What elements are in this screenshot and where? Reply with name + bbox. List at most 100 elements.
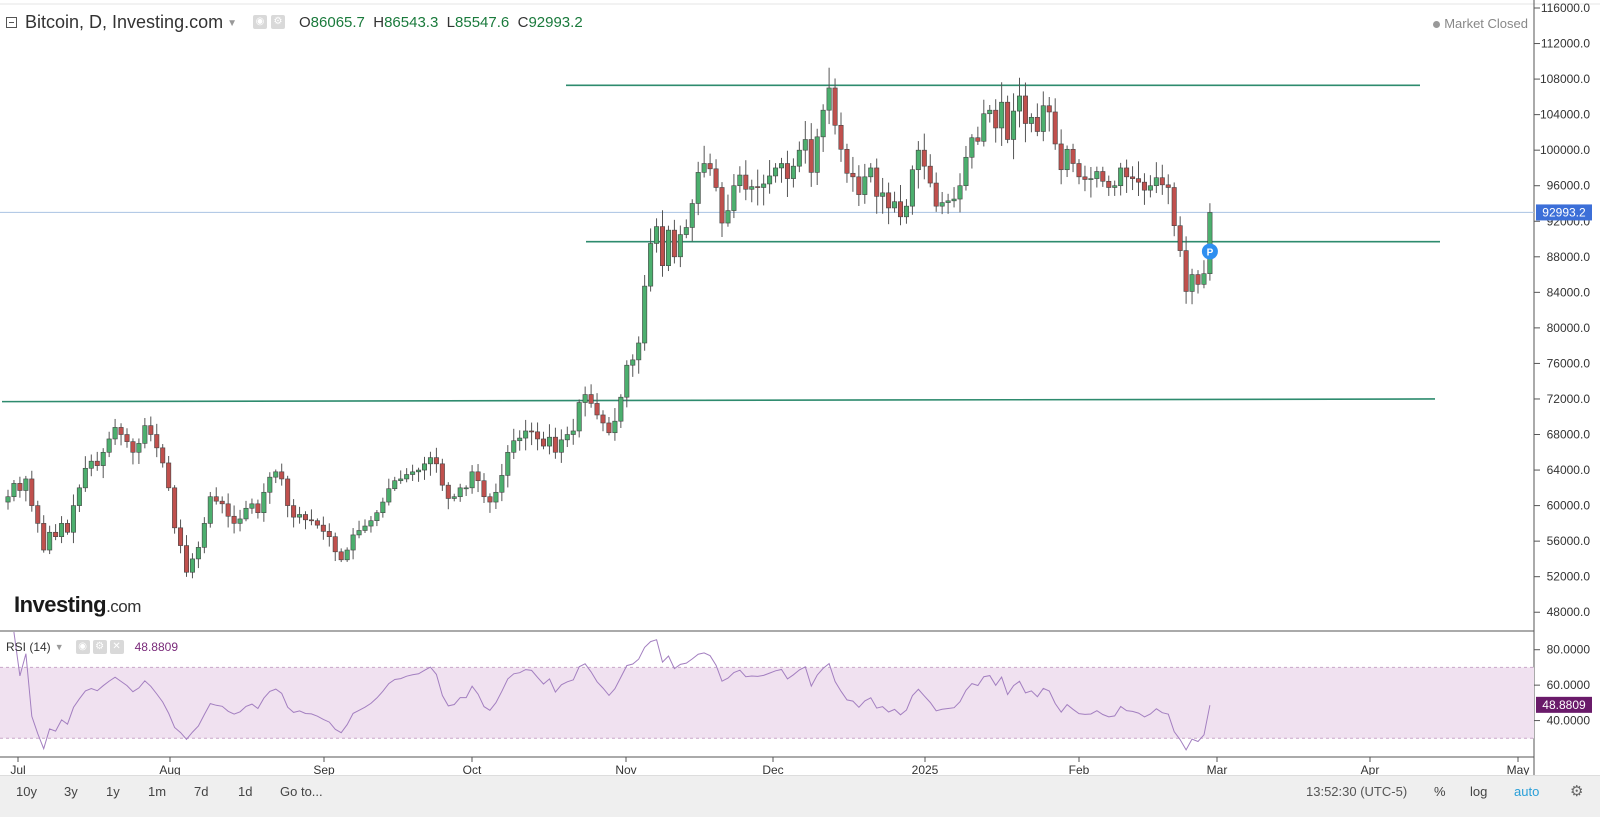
down-candle [808,139,814,173]
price-tick-label: 52000.0 [1547,570,1591,584]
up-candle [427,457,433,465]
down-candle [921,149,927,167]
up-candle [630,359,636,366]
up-candle [1064,148,1070,171]
rsi-panel: 80.0000 60.0000 40.0000 [0,631,1591,751]
price-tick-label: 68000.0 [1547,428,1591,442]
up-candle [546,436,552,447]
eye-icon[interactable]: ◉ [253,15,267,29]
down-candle [35,505,41,524]
up-candle [523,430,529,439]
percent-toggle[interactable]: % [1434,784,1446,799]
up-candle [189,558,195,573]
up-candle [59,523,65,537]
range-3y-button[interactable]: 3y [64,784,78,799]
down-candle [326,531,332,538]
log-toggle[interactable]: log [1470,784,1488,799]
close-icon[interactable]: ✕ [109,640,124,654]
time-readout: 13:52:30 (UTC-5) [1306,784,1408,799]
up-candle [749,186,755,190]
eye-icon[interactable]: ◉ [75,640,90,654]
up-candle [1028,116,1034,124]
range-7d-button[interactable]: 7d [194,784,209,799]
price-tick-label: 88000.0 [1547,250,1591,264]
down-candle [719,187,725,224]
go-to-button[interactable]: Go to... [280,784,323,799]
rsi-label[interactable]: RSI (14) [6,640,51,654]
status-dot-icon [1433,21,1441,29]
up-candle [665,229,671,266]
price-tick-label: 80000.0 [1547,321,1591,335]
trend-line-3 [1,398,1436,403]
up-candle [344,549,350,561]
range-1y-button[interactable]: 1y [106,784,120,799]
price-tick-label: 48000.0 [1547,605,1591,619]
up-candle [909,169,915,207]
down-candle [1100,171,1106,182]
time-tick-label: Oct [463,763,482,775]
up-candle [70,505,76,533]
up-candle [469,471,475,489]
up-candle [380,501,386,514]
auto-toggle[interactable]: auto [1514,784,1540,799]
down-candle [481,480,487,498]
down-candle [291,505,297,518]
down-candle [94,460,100,466]
up-candle [945,200,951,203]
rsi-value: 48.8809 [134,640,178,654]
up-candle [410,471,416,475]
last-price-tag [1536,204,1592,221]
symbol-title[interactable]: Bitcoin, D, Investing.com [25,11,224,32]
time-tick-label: Nov [615,763,636,775]
investing-logo: Investing.com [14,592,141,618]
up-candle [880,192,886,197]
up-candle [654,226,660,244]
up-candle [790,165,796,179]
price-tick-label: 100000.0 [1540,143,1590,157]
down-candle [255,503,261,514]
gear-icon[interactable]: ⚙ [92,640,107,654]
down-candle [154,434,160,449]
up-candle [773,167,779,177]
up-candle [1201,273,1207,285]
up-candle [201,523,207,548]
down-candle [1022,95,1028,124]
down-candle [225,503,231,517]
range-10y-button[interactable]: 10y [16,784,37,799]
down-candle [1124,167,1130,178]
range-1d-button[interactable]: 1d [238,784,253,799]
up-candle [1189,274,1195,292]
time-tick-label: 2025 [912,763,939,775]
price-tick-label: 64000.0 [1547,463,1591,477]
chevron-down-icon[interactable]: ▼ [54,642,64,652]
chart-frame [0,0,1600,775]
range-1m-button[interactable]: 1m [148,784,167,799]
down-candle [17,483,23,491]
up-candle [421,463,427,471]
up-candle [499,475,505,493]
price-chart[interactable]: P 80.0000 60.0000 40.0000 48000.0 52000.0 56… [0,0,1600,775]
down-candle [433,457,439,465]
down-candle [65,523,71,533]
rsi-tick-label: 40.0000 [1547,714,1591,728]
collapse-icon[interactable] [6,16,17,28]
down-candle [535,431,541,440]
up-candle [778,163,784,169]
up-candle [576,402,582,432]
down-candle [219,500,225,505]
close-value: 92993.2 [528,13,583,31]
gear-icon[interactable]: ⚙ [271,15,285,29]
down-candle [184,545,190,573]
down-candle [1177,225,1183,251]
down-candle [1195,274,1201,285]
down-candle [897,201,903,218]
down-candle [172,487,178,529]
up-candle [570,430,576,435]
up-candle [1118,167,1124,187]
chevron-down-icon[interactable]: ▼ [227,17,237,29]
price-tick-label: 104000.0 [1540,108,1590,122]
up-candle [731,185,737,211]
gear-icon[interactable]: ⚙ [1570,783,1584,800]
up-candle [1011,110,1017,140]
price-tick-label: 72000.0 [1547,392,1591,406]
